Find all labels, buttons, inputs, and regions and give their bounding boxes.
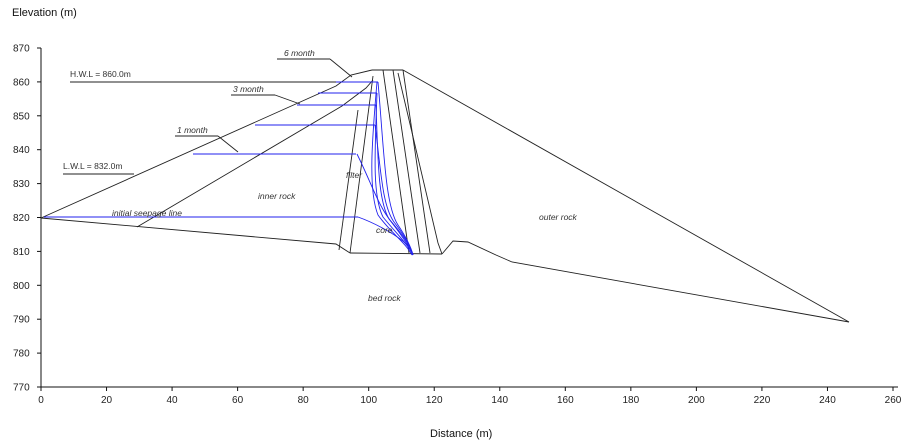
x-tick-label: 100 bbox=[360, 395, 377, 406]
y-ticks: 870 860 850 840 830 820 810 800 790 780 770 bbox=[13, 44, 41, 394]
downstream-foundation bbox=[441, 240, 850, 323]
filter-inner-line bbox=[349, 75, 374, 254]
water-levels bbox=[63, 58, 358, 175]
downstream-outer-slope bbox=[402, 69, 850, 323]
x-tick-label: 240 bbox=[819, 395, 836, 406]
x-tick-label: 180 bbox=[623, 395, 640, 406]
x-tick-label: 60 bbox=[232, 395, 244, 406]
x-tick-label: 80 bbox=[298, 395, 310, 406]
downstream-filter-outer bbox=[397, 72, 443, 255]
x-tick-label: 260 bbox=[885, 395, 902, 406]
x-tick-label: 140 bbox=[491, 395, 508, 406]
x-axis-title: Distance (m) bbox=[430, 428, 492, 440]
y-tick-label: 840 bbox=[13, 145, 30, 156]
month1-label: 1 month bbox=[177, 125, 208, 135]
initial-seepage-label: initial seepage line bbox=[112, 208, 182, 218]
y-tick-label: 830 bbox=[13, 179, 30, 190]
lwl-label: L.W.L = 832.0m bbox=[63, 161, 122, 171]
month3-leader-diag bbox=[274, 94, 301, 105]
diagram-labels: H.W.L = 860.0m L.W.L = 832.0m 6 month 3 … bbox=[63, 48, 578, 303]
month6-label: 6 month bbox=[284, 48, 315, 58]
x-tick-label: 220 bbox=[754, 395, 771, 406]
x-tick-label: 120 bbox=[426, 395, 443, 406]
x-tick-label: 200 bbox=[688, 395, 705, 406]
seepage-curve-7 bbox=[377, 81, 414, 256]
y-tick-label: 770 bbox=[13, 383, 30, 394]
filter-upstream-line bbox=[338, 109, 359, 251]
x-tick-label: 160 bbox=[557, 395, 574, 406]
month1-leader-diag bbox=[217, 135, 239, 153]
bed-rock-label: bed rock bbox=[368, 293, 401, 303]
y-tick-label: 810 bbox=[13, 247, 30, 258]
core-downstream-line bbox=[392, 69, 421, 254]
upstream-inner-boundary bbox=[136, 79, 374, 228]
core-label: core bbox=[376, 225, 393, 235]
seepage-lines bbox=[44, 81, 414, 256]
x-tick-label: 20 bbox=[101, 395, 113, 406]
y-tick-label: 870 bbox=[13, 44, 30, 55]
month3-label: 3 month bbox=[233, 84, 264, 94]
x-ticks: 0 20 40 60 80 100 120 140 160 180 200 220 240 260 bbox=[38, 387, 902, 406]
x-tick-label: 40 bbox=[167, 395, 179, 406]
y-axis-title: Elevation (m) bbox=[12, 7, 77, 19]
downstream-filter-line bbox=[402, 69, 431, 254]
y-tick-label: 800 bbox=[13, 281, 30, 292]
core-upstream-line bbox=[382, 69, 410, 254]
hwl-label: H.W.L = 860.0m bbox=[70, 69, 131, 79]
y-tick-label: 780 bbox=[13, 349, 30, 360]
y-tick-label: 790 bbox=[13, 315, 30, 326]
dam-structure bbox=[40, 69, 850, 323]
seepage-curve-5 bbox=[356, 153, 414, 256]
seepage-curve-1 bbox=[371, 81, 413, 256]
outer-rock-label: outer rock bbox=[539, 212, 578, 222]
inner-rock-label: inner rock bbox=[258, 191, 296, 201]
x-tick-label: 0 bbox=[38, 395, 44, 406]
y-tick-label: 850 bbox=[13, 111, 30, 122]
upstream-outer-slope bbox=[40, 69, 373, 219]
upstream-foundation bbox=[40, 217, 351, 254]
y-tick-label: 820 bbox=[13, 213, 30, 224]
filter-label: filter bbox=[346, 170, 363, 180]
month6-leader-diag bbox=[329, 58, 353, 78]
y-tick-label: 860 bbox=[13, 77, 30, 88]
core-base bbox=[349, 252, 443, 255]
